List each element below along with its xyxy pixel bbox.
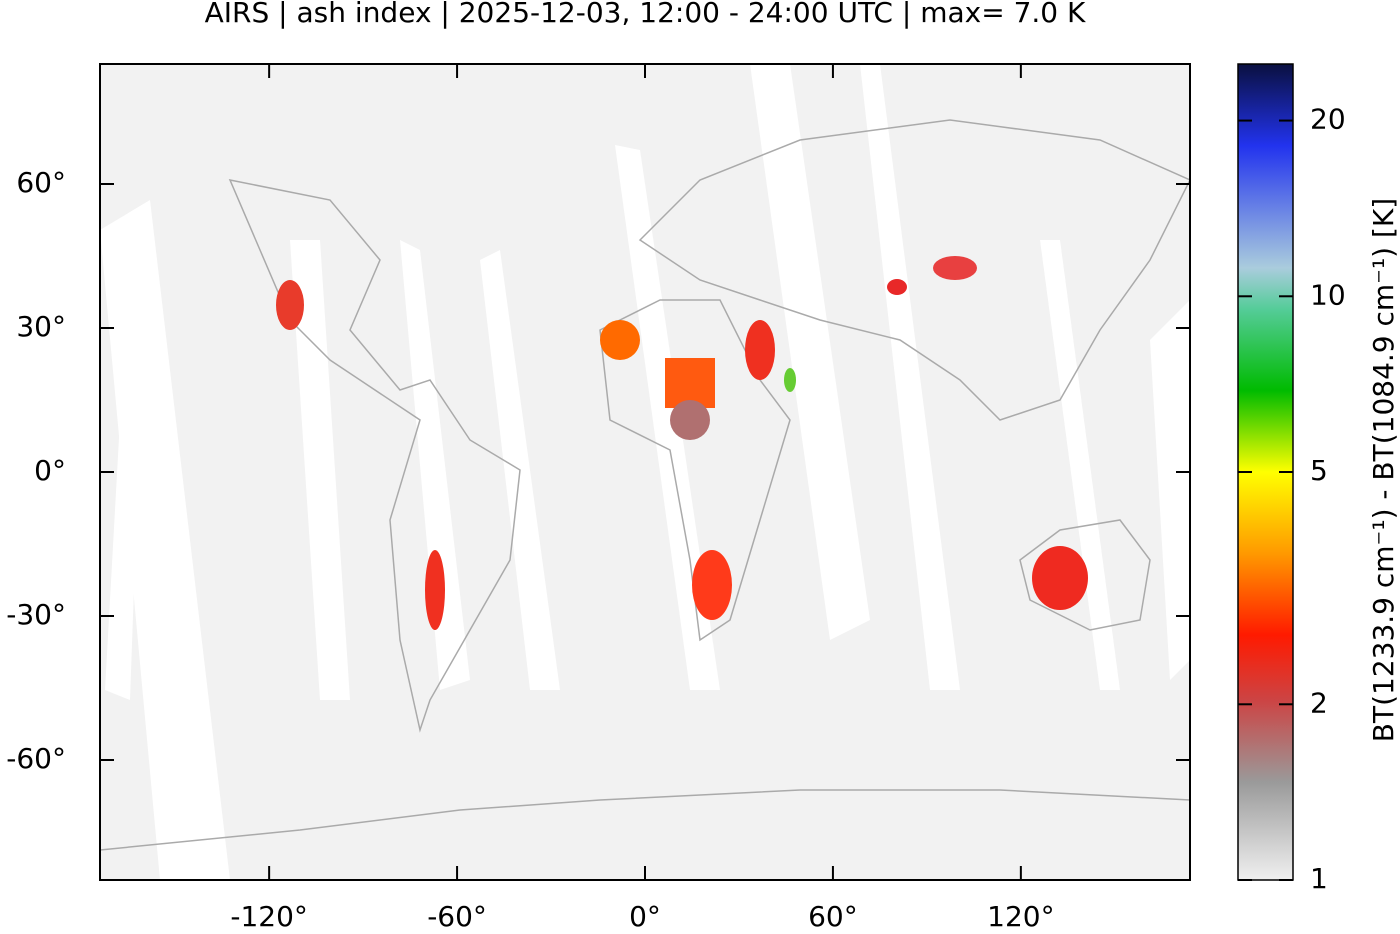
chart-title: AIRS | ash index | 2025-12-03, 12:00 - 2… <box>205 0 1086 29</box>
x-tick-label: -60° <box>427 900 487 930</box>
x-tick-label: 0° <box>629 900 661 930</box>
colorbar-tick-label: 10 <box>1310 278 1346 311</box>
colorbar-label: BT(1233.9 cm⁻¹) - BT(1084.9 cm⁻¹) [K] <box>1367 198 1400 742</box>
x-tick-label: 120° <box>987 900 1054 930</box>
y-tick-label: -30° <box>6 598 66 631</box>
x-tick-label: 60° <box>808 900 858 930</box>
colorbar-tick-label: 2 <box>1310 686 1328 719</box>
y-tick-label: 30° <box>16 310 66 343</box>
x-tick-label: -120° <box>230 900 308 930</box>
colorbar-tick-label: 20 <box>1310 103 1346 136</box>
y-tick-label: -60° <box>6 742 66 775</box>
colorbar-tick-label: 5 <box>1310 454 1328 487</box>
ash-patches <box>276 256 1088 630</box>
y-tick-label: 0° <box>34 454 66 487</box>
colorbar-tick-label: 1 <box>1310 862 1328 895</box>
swath-gaps <box>100 64 1190 880</box>
y-tick-label: 60° <box>16 166 66 199</box>
map-area <box>100 64 1190 880</box>
coastlines <box>100 119 1190 851</box>
